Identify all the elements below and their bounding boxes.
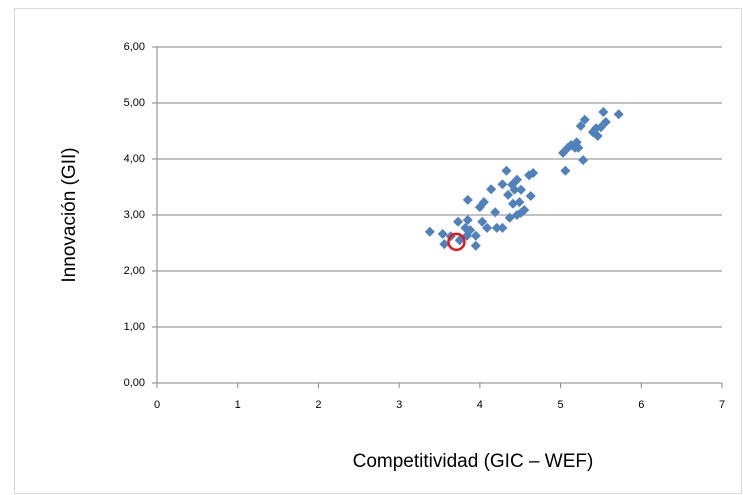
y-tick-label: 6,00 [124,41,145,53]
point [578,155,589,166]
point [592,131,603,142]
highlight-circle [447,232,466,252]
y-tick-label: 0,00 [124,377,145,389]
point [478,197,489,208]
y-tick-label: 4,00 [124,153,145,165]
x-tick-label: 4 [477,399,483,411]
point [501,165,512,176]
point [503,189,514,200]
point [439,239,450,250]
point [424,226,435,237]
point [519,204,530,215]
chart-frame [14,8,742,494]
x-tick-label: 3 [396,399,402,411]
point [497,179,508,190]
x-tick-label: 5 [558,399,564,411]
point [490,207,501,218]
point [598,106,609,117]
x-axis-title: Competitividad (GIC – WEF) [353,451,594,472]
point [462,194,473,205]
x-tick-label: 1 [235,399,241,411]
point [497,222,508,233]
point [477,216,488,227]
point [516,184,527,195]
y-tick-label: 3,00 [124,209,145,221]
point [560,165,571,176]
y-axis-title: Innovación (GII) [59,147,80,282]
point [600,117,611,128]
point [470,240,481,251]
y-tick-label: 5,00 [124,97,145,109]
point [613,109,624,120]
y-tick-label: 2,00 [124,265,145,277]
point [509,184,520,195]
point [491,222,502,233]
x-tick-label: 0 [154,399,160,411]
y-tick-label: 1,00 [124,321,145,333]
point [504,212,515,223]
point [575,120,586,131]
point [579,114,590,125]
x-tick-label: 6 [638,399,644,411]
point [528,168,539,178]
point [514,197,525,208]
point [453,216,464,227]
x-tick-label: 7 [719,399,725,411]
x-tick-label: 2 [315,399,321,411]
point [482,222,493,233]
point [465,225,476,236]
point [486,184,497,195]
point [573,142,584,153]
point [437,229,448,240]
point [511,174,522,185]
point [470,230,481,241]
point [462,215,473,226]
point [525,190,536,201]
